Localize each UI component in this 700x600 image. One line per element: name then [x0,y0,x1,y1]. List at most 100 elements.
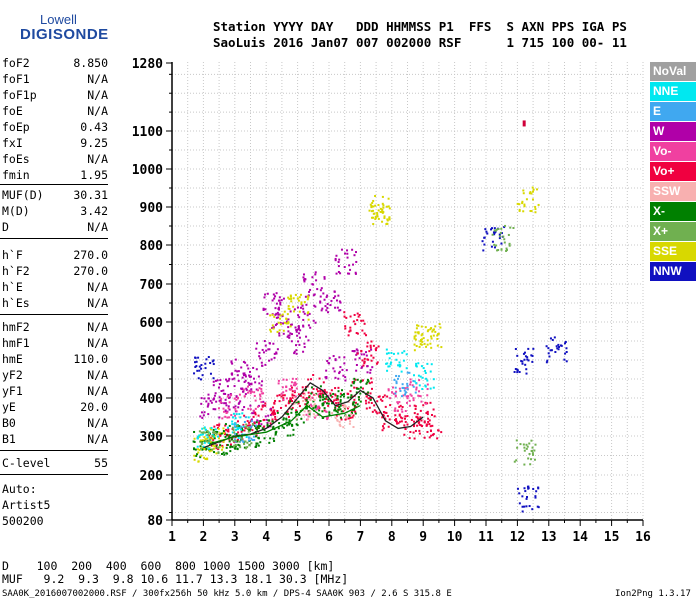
echo-point [296,329,299,332]
echo-point [222,440,225,443]
echo-point [305,407,308,410]
echo-point [233,377,236,380]
echo-point [201,416,204,419]
echo-point [545,361,548,364]
echo-point [302,396,305,399]
param-key: foF1p [2,88,37,102]
echo-point [235,395,238,398]
echo-point [283,321,286,324]
echo-point [243,406,246,409]
param-value: N/A [87,220,108,234]
echo-point [422,404,425,407]
echo-point [343,356,346,359]
echo-point [237,431,240,434]
echo-point [547,347,550,350]
echo-point [381,208,384,211]
echo-point [269,314,272,317]
echo-point [300,301,303,304]
echo-point [274,432,277,435]
echo-point [361,329,364,332]
echo-point [404,391,407,394]
echo-point [334,408,337,411]
param-value: 110.0 [73,352,108,366]
echo-point [332,367,335,370]
echo-point [272,406,275,409]
echo-point [274,433,277,436]
echo-point [278,334,281,337]
echo-point [339,392,342,395]
echo-point [361,379,364,382]
echo-point [237,406,240,409]
param-key: B0 [2,416,16,430]
echo-point [245,388,248,391]
echo-point [286,410,289,413]
echo-point [426,379,429,382]
echo-point [294,411,297,414]
echo-point [268,441,271,444]
echo-point [388,357,391,360]
echo-point [321,307,324,310]
echo-point [268,348,271,351]
echo-point [236,438,239,441]
echo-point [231,420,234,423]
echo-point [271,313,274,316]
echo-point [415,382,418,385]
echo-point [285,378,288,381]
echo-point [413,412,416,415]
echo-point [332,355,335,358]
echo-point [338,356,341,359]
echo-point [269,422,272,425]
echo-point [345,316,348,319]
echo-point [339,425,342,428]
param-value: N/A [87,296,108,310]
echo-point [259,398,262,401]
echo-point [305,335,308,338]
echo-point [530,458,533,461]
echo-point [405,367,408,370]
echo-point [342,406,345,409]
echo-point [383,216,386,219]
echo-point [527,359,530,362]
echo-point [319,385,322,388]
echo-point [383,394,386,397]
echo-point [287,334,290,337]
echo-point [400,408,403,411]
echo-point [352,382,355,385]
echo-point [263,429,266,432]
echo-point [426,388,429,391]
echo-point [334,393,337,396]
echo-point [234,443,237,446]
echo-point [260,408,263,411]
echo-point [418,423,421,426]
echo-point [440,346,443,349]
echo-point [312,387,315,390]
echo-point [226,380,229,383]
echo-point [356,319,359,322]
echo-point [358,398,361,401]
echo-point [241,376,244,379]
echo-point [295,328,298,331]
echo-point [531,354,534,357]
echo-point [353,254,356,257]
echo-point [423,421,426,424]
echo-point [415,415,418,418]
echo-point [519,443,522,446]
echo-point [516,446,519,449]
echo-point [361,365,364,368]
echo-point [208,448,211,451]
echo-point [319,289,322,292]
echo-point [371,201,374,204]
echo-point [339,399,342,402]
echo-point [276,411,279,414]
echo-point [287,321,290,324]
echo-point [321,395,324,398]
echo-point [557,348,560,351]
echo-point [406,384,409,387]
echo-point [348,414,351,417]
param-value: N/A [87,72,108,86]
echo-point [429,425,432,428]
echo-point [245,423,248,426]
echo-point [363,353,366,356]
echo-point [344,325,347,328]
echo-point [303,410,306,413]
